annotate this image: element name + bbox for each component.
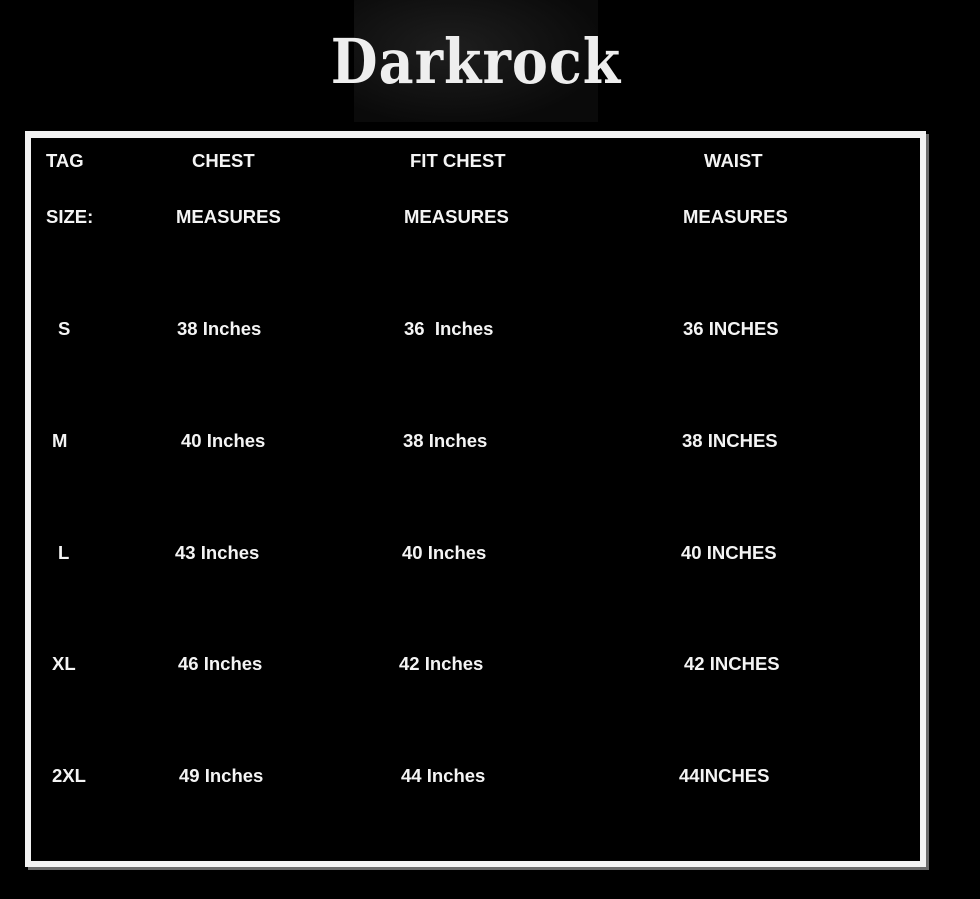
size-cell: S <box>58 318 71 339</box>
header-chest-measures: MEASURES <box>176 206 281 227</box>
header-fit-chest: FIT CHEST <box>410 150 506 171</box>
waist-cell: 40 INCHES <box>681 542 777 563</box>
size-cell: XL <box>52 653 76 674</box>
fit-chest-cell: 38 Inches <box>403 430 488 451</box>
header-size: SIZE: <box>46 206 94 227</box>
header-tag: TAG <box>46 150 84 171</box>
size-chart-frame <box>25 131 926 867</box>
chest-cell: 40 Inches <box>181 430 266 451</box>
fit-chest-cell: 36 Inches <box>404 318 494 339</box>
fit-chest-cell: 40 Inches <box>402 542 487 563</box>
fit-chest-cell: 42 Inches <box>399 653 484 674</box>
chest-cell: 43 Inches <box>175 542 260 563</box>
fit-chest-cell: 44 Inches <box>401 765 486 786</box>
waist-cell: 38 INCHES <box>682 430 778 451</box>
header-fit-chest-measures: MEASURES <box>404 206 509 227</box>
waist-cell: 44INCHES <box>679 765 770 786</box>
waist-cell: 42 INCHES <box>684 653 780 674</box>
size-cell: 2XL <box>52 765 86 786</box>
darkrock-logo: Darkrock <box>331 0 620 122</box>
size-cell: L <box>58 542 70 563</box>
header-chest: CHEST <box>192 150 255 171</box>
header-waist-measures: MEASURES <box>683 206 788 227</box>
chest-cell: 38 Inches <box>177 318 262 339</box>
waist-cell: 36 INCHES <box>683 318 779 339</box>
header-waist: WAIST <box>704 150 763 171</box>
size-cell: M <box>52 430 68 451</box>
logo-text: Darkrock <box>330 24 622 98</box>
chest-cell: 49 Inches <box>179 765 264 786</box>
chest-cell: 46 Inches <box>178 653 263 674</box>
